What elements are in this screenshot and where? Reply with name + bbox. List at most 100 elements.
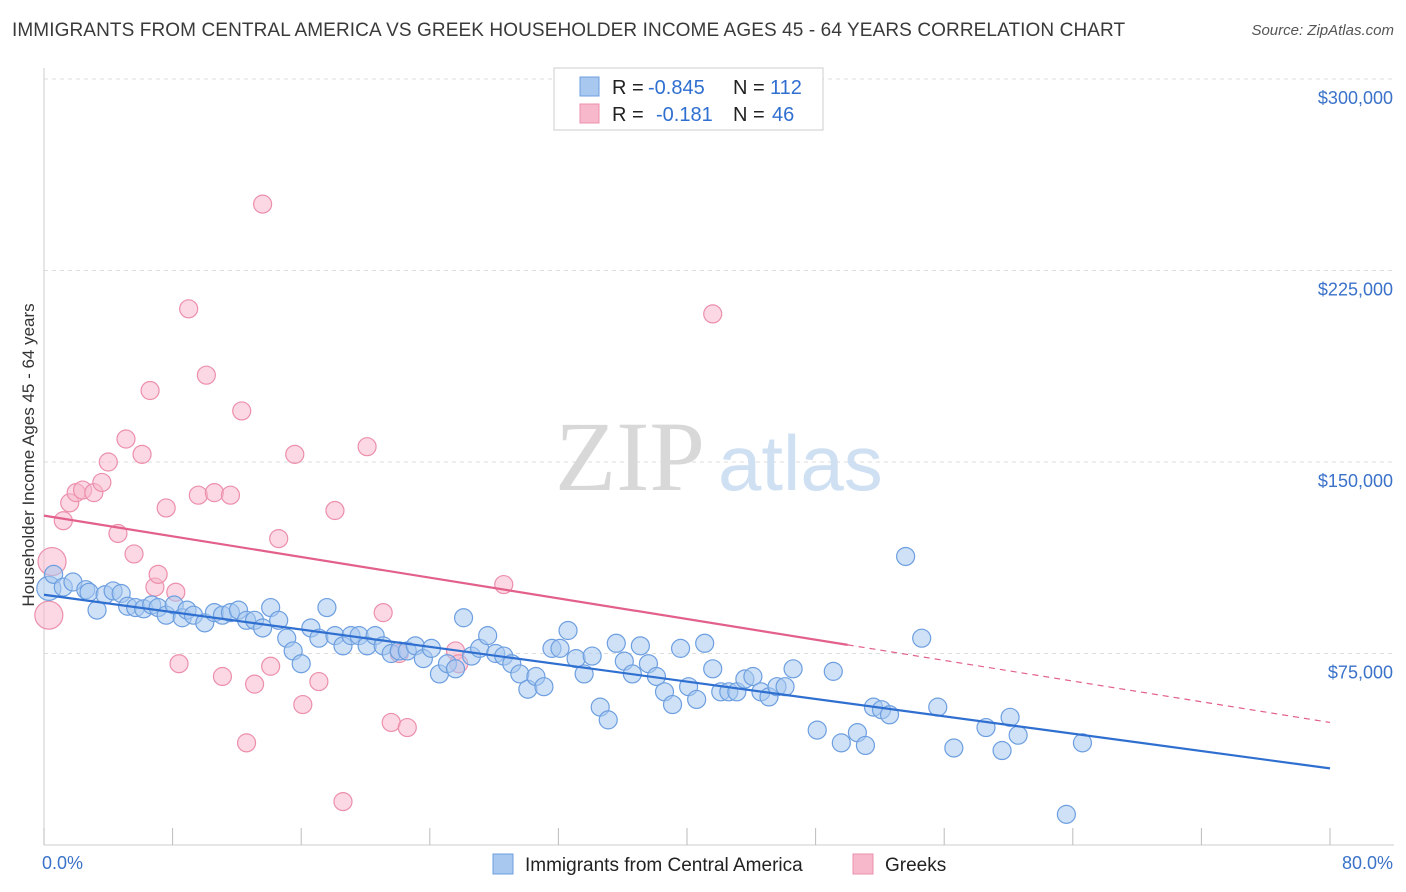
watermark: ZIP atlas (555, 401, 883, 512)
y-tick-label-0: $75,000 (1328, 663, 1393, 683)
legend-r-value-2: -0.181 (656, 104, 713, 126)
central-america-point (912, 628, 932, 648)
central-america-point (582, 646, 602, 666)
central-america-point (928, 697, 948, 717)
greeks-point (124, 544, 144, 564)
greeks-point (212, 666, 233, 687)
central-america-point (703, 659, 723, 679)
greeks-point (156, 498, 176, 518)
greeks-point (204, 483, 224, 503)
top-legend: R = -0.845 N = 112 R = -0.181 N = 46 (553, 67, 824, 131)
greeks-point (179, 299, 199, 319)
bottom-legend-swatch-pink (852, 853, 874, 875)
central-america-point (1008, 725, 1028, 745)
greeks-point (196, 365, 216, 385)
bottom-legend: Immigrants from Central America Greeks (492, 853, 946, 876)
central-america-point (478, 626, 498, 646)
greeks-point (293, 694, 313, 715)
x-tick-label-0: 0.0% (42, 853, 83, 873)
greeks-point (253, 194, 273, 214)
central-america-point (1000, 707, 1020, 727)
greeks-point (148, 564, 168, 584)
central-america-point (558, 620, 578, 641)
central-america-point (944, 738, 964, 758)
legend-r-label-2: R = (612, 104, 644, 126)
central-america-point (783, 659, 803, 679)
central-america-trend-line (43, 593, 1331, 770)
greeks-point (34, 600, 64, 630)
y-axis-label: Householder Income Ages 45 - 64 years (19, 303, 38, 606)
watermark-atlas: atlas (718, 419, 883, 507)
bottom-legend-swatch-blue (492, 853, 514, 875)
central-america-point (823, 661, 843, 681)
greeks-point (236, 733, 257, 753)
chart-source: Source: ZipAtlas.com (1251, 22, 1394, 39)
central-america-point (743, 666, 763, 687)
legend-n-label-2: N = (733, 104, 765, 126)
chart-title: IMMIGRANTS FROM CENTRAL AMERICA VS GREEK… (12, 20, 1126, 41)
trend-lines (43, 514, 1331, 770)
greeks-point (373, 603, 393, 623)
legend-r-label-1: R = (612, 77, 644, 99)
central-america-point (445, 659, 466, 679)
greeks-point (285, 444, 305, 464)
greeks-point (188, 485, 208, 505)
y-tick-label-3: $300,000 (1318, 88, 1393, 108)
central-america-point (670, 638, 691, 658)
central-america-points (36, 546, 1093, 824)
grid-lines (44, 78, 1394, 654)
greeks-point (98, 452, 118, 472)
central-america-point (291, 654, 311, 674)
watermark-zip: ZIP (555, 401, 705, 512)
central-america-point (44, 564, 64, 584)
central-america-point (662, 694, 683, 715)
central-america-point (606, 633, 626, 653)
legend-n-label-1: N = (733, 77, 765, 99)
greeks-point (244, 674, 265, 694)
central-america-point (807, 720, 827, 740)
greeks-point (703, 304, 723, 324)
greeks-point (232, 401, 252, 421)
central-america-point (896, 546, 916, 567)
central-america-point (695, 633, 715, 653)
central-america-point (534, 677, 554, 697)
legend-r-value-1: -0.845 (648, 77, 705, 99)
x-tick-labels: 0.0% 80.0% (42, 853, 1393, 873)
greeks-point (92, 472, 112, 493)
central-america-point (453, 608, 474, 628)
greeks-point (220, 485, 241, 505)
greeks-point (381, 712, 401, 733)
x-tick-label-1: 80.0% (1342, 853, 1393, 873)
y-tick-label-1: $150,000 (1318, 471, 1393, 491)
greeks-point (397, 717, 417, 738)
central-america-point (253, 618, 273, 638)
greeks-point (261, 656, 281, 676)
legend-swatch-pink (579, 103, 600, 124)
central-america-point (831, 733, 851, 753)
central-america-point (1072, 733, 1093, 753)
central-america-point (317, 597, 337, 618)
central-america-point (79, 582, 99, 602)
greeks-point (132, 444, 152, 464)
central-america-point (1056, 804, 1076, 824)
greeks-point (169, 654, 189, 674)
greeks-trend-line-solid (43, 514, 848, 646)
greeks-point (309, 671, 329, 692)
bottom-legend-label-pink: Greeks (885, 855, 946, 876)
central-america-point (574, 664, 594, 684)
greeks-point (333, 791, 353, 812)
greeks-point (269, 528, 289, 549)
bottom-legend-label-blue: Immigrants from Central America (525, 855, 803, 876)
greeks-point (116, 429, 136, 449)
greeks-point (140, 380, 160, 401)
greeks-trend-line-dashed (847, 644, 1331, 724)
legend-swatch-blue (579, 76, 600, 97)
central-america-point (992, 740, 1012, 761)
central-america-point (630, 636, 650, 656)
greeks-point (325, 500, 345, 521)
central-america-point (550, 638, 570, 658)
legend-n-value-1: 112 (770, 77, 802, 99)
y-tick-label-2: $225,000 (1318, 280, 1393, 300)
central-america-point (687, 689, 707, 710)
